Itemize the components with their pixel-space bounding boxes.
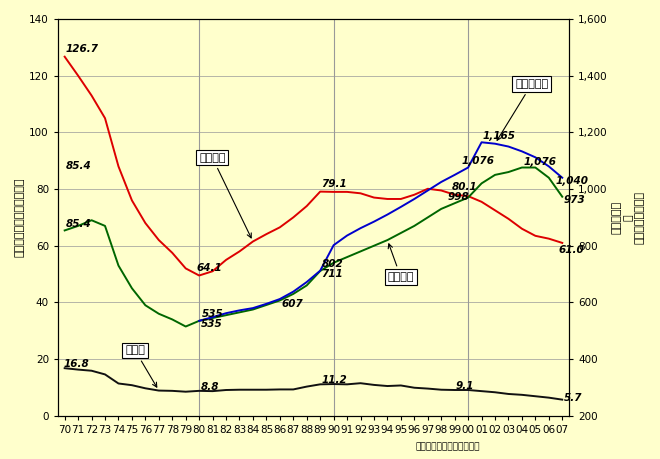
Text: 79.1: 79.1 [321,179,347,190]
Text: 重傷者数: 重傷者数 [199,153,251,238]
Text: 軽傷者数: 軽傷者数 [387,244,414,282]
Text: 5.7: 5.7 [564,393,582,403]
Text: 1,076: 1,076 [461,156,494,166]
Text: 1,076: 1,076 [523,157,556,167]
Text: 1,165: 1,165 [483,131,516,141]
Text: 9.1: 9.1 [456,381,475,391]
Text: 126.7: 126.7 [66,45,99,55]
Text: 535: 535 [202,309,224,319]
Text: 8.8: 8.8 [201,382,219,392]
Text: 死傷者総数: 死傷者総数 [497,79,548,140]
Y-axis label: 死者数・重傷者数（千人）: 死者数・重傷者数（千人） [15,178,25,257]
Text: 802: 802 [321,259,343,269]
Text: 711: 711 [321,269,343,279]
Text: 64.1: 64.1 [197,263,222,273]
Text: 11.2: 11.2 [321,375,347,386]
Text: 1,040: 1,040 [556,176,589,186]
Text: 61.0: 61.0 [558,245,584,255]
Text: 535: 535 [201,319,222,329]
Text: 998: 998 [448,192,470,202]
Text: 16.8: 16.8 [63,359,89,369]
Y-axis label: 死傷者総数
・
軽傷者数（千人）: 死傷者総数 ・ 軽傷者数（千人） [612,191,645,244]
Text: 85.4: 85.4 [66,162,92,172]
Text: 85.4: 85.4 [66,219,92,229]
Text: 607: 607 [281,299,303,308]
Text: 973: 973 [564,195,585,205]
Text: 出典：警察庁資料より作成: 出典：警察庁資料より作成 [416,443,480,452]
Text: 80.1: 80.1 [452,183,478,192]
Text: 死者数: 死者数 [125,346,157,387]
